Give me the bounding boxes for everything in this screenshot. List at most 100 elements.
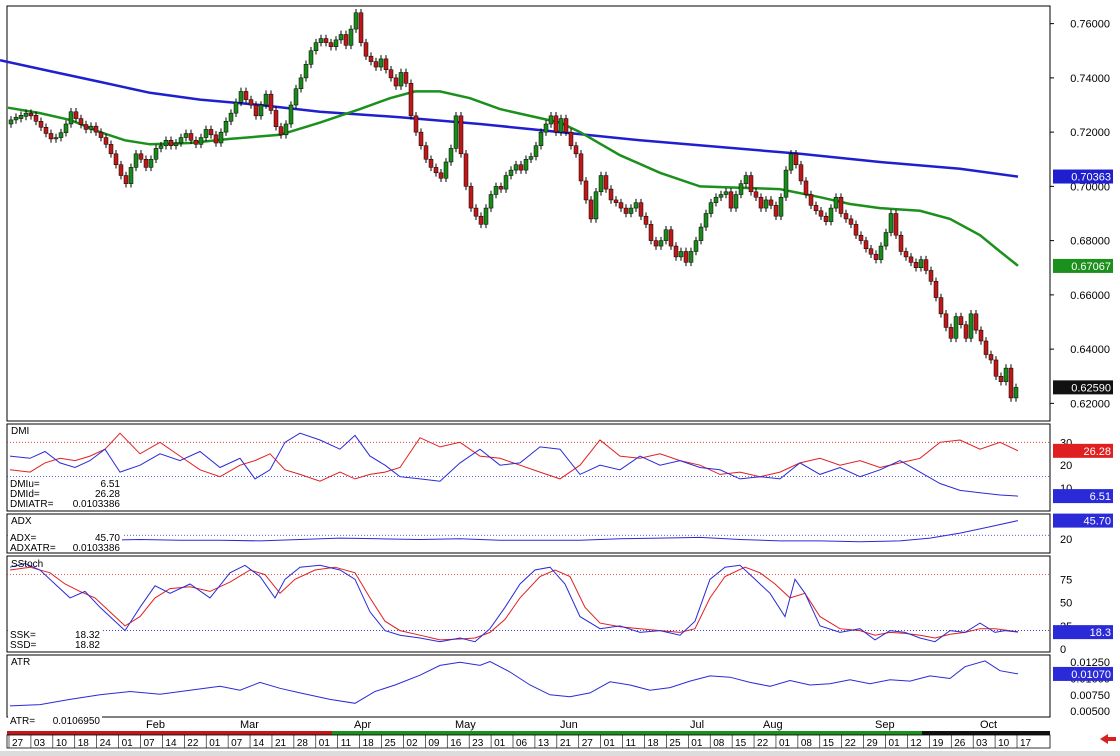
adx-line <box>10 520 1019 543</box>
candle-body <box>963 324 969 339</box>
day-tick-label: 13 <box>538 738 550 749</box>
candle-body <box>958 316 964 325</box>
candle-body <box>43 126 49 134</box>
candle-body <box>818 210 824 217</box>
candle-body <box>63 123 69 133</box>
month-label: Oct <box>980 719 997 731</box>
day-tick-label: 08 <box>713 738 725 749</box>
dmi-plus-value-label: 6.51 <box>1090 491 1111 503</box>
candle-body <box>138 153 144 160</box>
adx-value-label-bg <box>1053 513 1113 528</box>
candle-body <box>863 240 869 250</box>
candle-body <box>783 169 789 198</box>
candle-body <box>623 207 629 214</box>
atr-readout-bg <box>8 715 102 726</box>
candle-body <box>573 145 579 155</box>
candle-body <box>943 313 949 328</box>
day-tick-label: 26 <box>954 738 966 749</box>
day-tick-label: 29 <box>867 738 879 749</box>
candle-body <box>883 232 889 247</box>
candle-body <box>693 240 699 252</box>
candle-body <box>998 375 1004 382</box>
day-tick-label: 12 <box>910 738 922 749</box>
adx-readout-adx-value: 45.70 <box>95 533 120 544</box>
candle-body <box>903 251 909 258</box>
month-label: Sep <box>875 719 895 731</box>
day-tick-label: 18 <box>363 738 375 749</box>
panel-frame-atr <box>6 654 1051 718</box>
candle-body <box>808 194 814 206</box>
price-tick-label: 0.70000 <box>1070 181 1110 193</box>
candle-body <box>363 42 369 57</box>
adx-value-label: 45.70 <box>1083 516 1111 528</box>
candle-body <box>568 131 574 146</box>
scroll-left-arrow <box>1100 734 1116 744</box>
candle-body <box>698 226 704 241</box>
candle-body <box>178 137 184 144</box>
day-tick-label: 21 <box>275 738 287 749</box>
candle-body <box>738 183 744 195</box>
candle-body <box>488 194 494 209</box>
candle-body <box>148 159 154 168</box>
day-tick-label: 23 <box>472 738 484 749</box>
stoch-readout-d-value: 18.82 <box>75 640 100 651</box>
candle-body <box>873 253 879 260</box>
candle-body <box>813 205 819 212</box>
candle-body <box>58 132 64 138</box>
candle-body <box>263 93 269 106</box>
candle-body <box>668 229 674 247</box>
candle-body <box>143 159 149 168</box>
candle-body <box>603 175 609 190</box>
candle-body <box>308 50 314 65</box>
candle-body <box>163 140 169 146</box>
candle-body <box>173 142 179 146</box>
candle-body <box>518 164 524 171</box>
candle-body <box>48 133 54 140</box>
dmi-readout-minus-value: 26.28 <box>95 489 120 500</box>
candle-body <box>248 99 254 106</box>
day-tick-label: 19 <box>932 738 944 749</box>
candle-body <box>853 224 859 236</box>
candle-body <box>13 116 19 121</box>
day-tick-label: 27 <box>12 738 24 749</box>
candle-body <box>843 213 849 220</box>
day-tick-label: 15 <box>823 738 835 749</box>
candle-body <box>458 115 464 155</box>
day-tick-label: 09 <box>428 738 440 749</box>
panel-frame-dmi <box>6 423 1051 512</box>
candle-body <box>823 215 829 222</box>
candle-body <box>498 186 504 190</box>
candle-body <box>648 224 654 241</box>
candle-body <box>508 169 514 176</box>
dmi-readout-atr-label: DMIATR= <box>10 499 54 510</box>
candle-body <box>408 83 414 117</box>
candle-body <box>513 164 519 171</box>
time-bar-red <box>7 731 332 735</box>
candle-body <box>598 175 604 193</box>
candle-body <box>348 28 354 46</box>
candle-body <box>448 148 454 163</box>
day-tick-label: 07 <box>143 738 155 749</box>
candle-body <box>153 148 159 160</box>
candle-body <box>313 42 319 52</box>
candle-body <box>728 191 734 209</box>
candle-body <box>493 186 499 195</box>
candle-body <box>683 251 689 263</box>
atr-value-label: 0.01070 <box>1071 669 1111 681</box>
day-tick-label: 22 <box>845 738 857 749</box>
price-tick-label: 0.74000 <box>1070 73 1110 85</box>
ma-short-value-label: 0.67067 <box>1071 261 1111 273</box>
ma-long-line <box>0 58 1019 178</box>
dmi-plus-line <box>9 432 1019 497</box>
candle-body <box>643 215 649 225</box>
atr-readout-label: ATR= <box>10 716 35 727</box>
candle-body <box>983 340 989 355</box>
candle-body <box>208 129 214 136</box>
candle-body <box>438 172 444 179</box>
month-label: May <box>455 719 476 731</box>
candle-body <box>838 196 844 214</box>
candle-body <box>483 207 489 225</box>
dmi-readout-plus-label: DMIu= <box>10 479 40 490</box>
candle-body <box>123 175 129 184</box>
ma-short-line <box>7 90 1019 267</box>
